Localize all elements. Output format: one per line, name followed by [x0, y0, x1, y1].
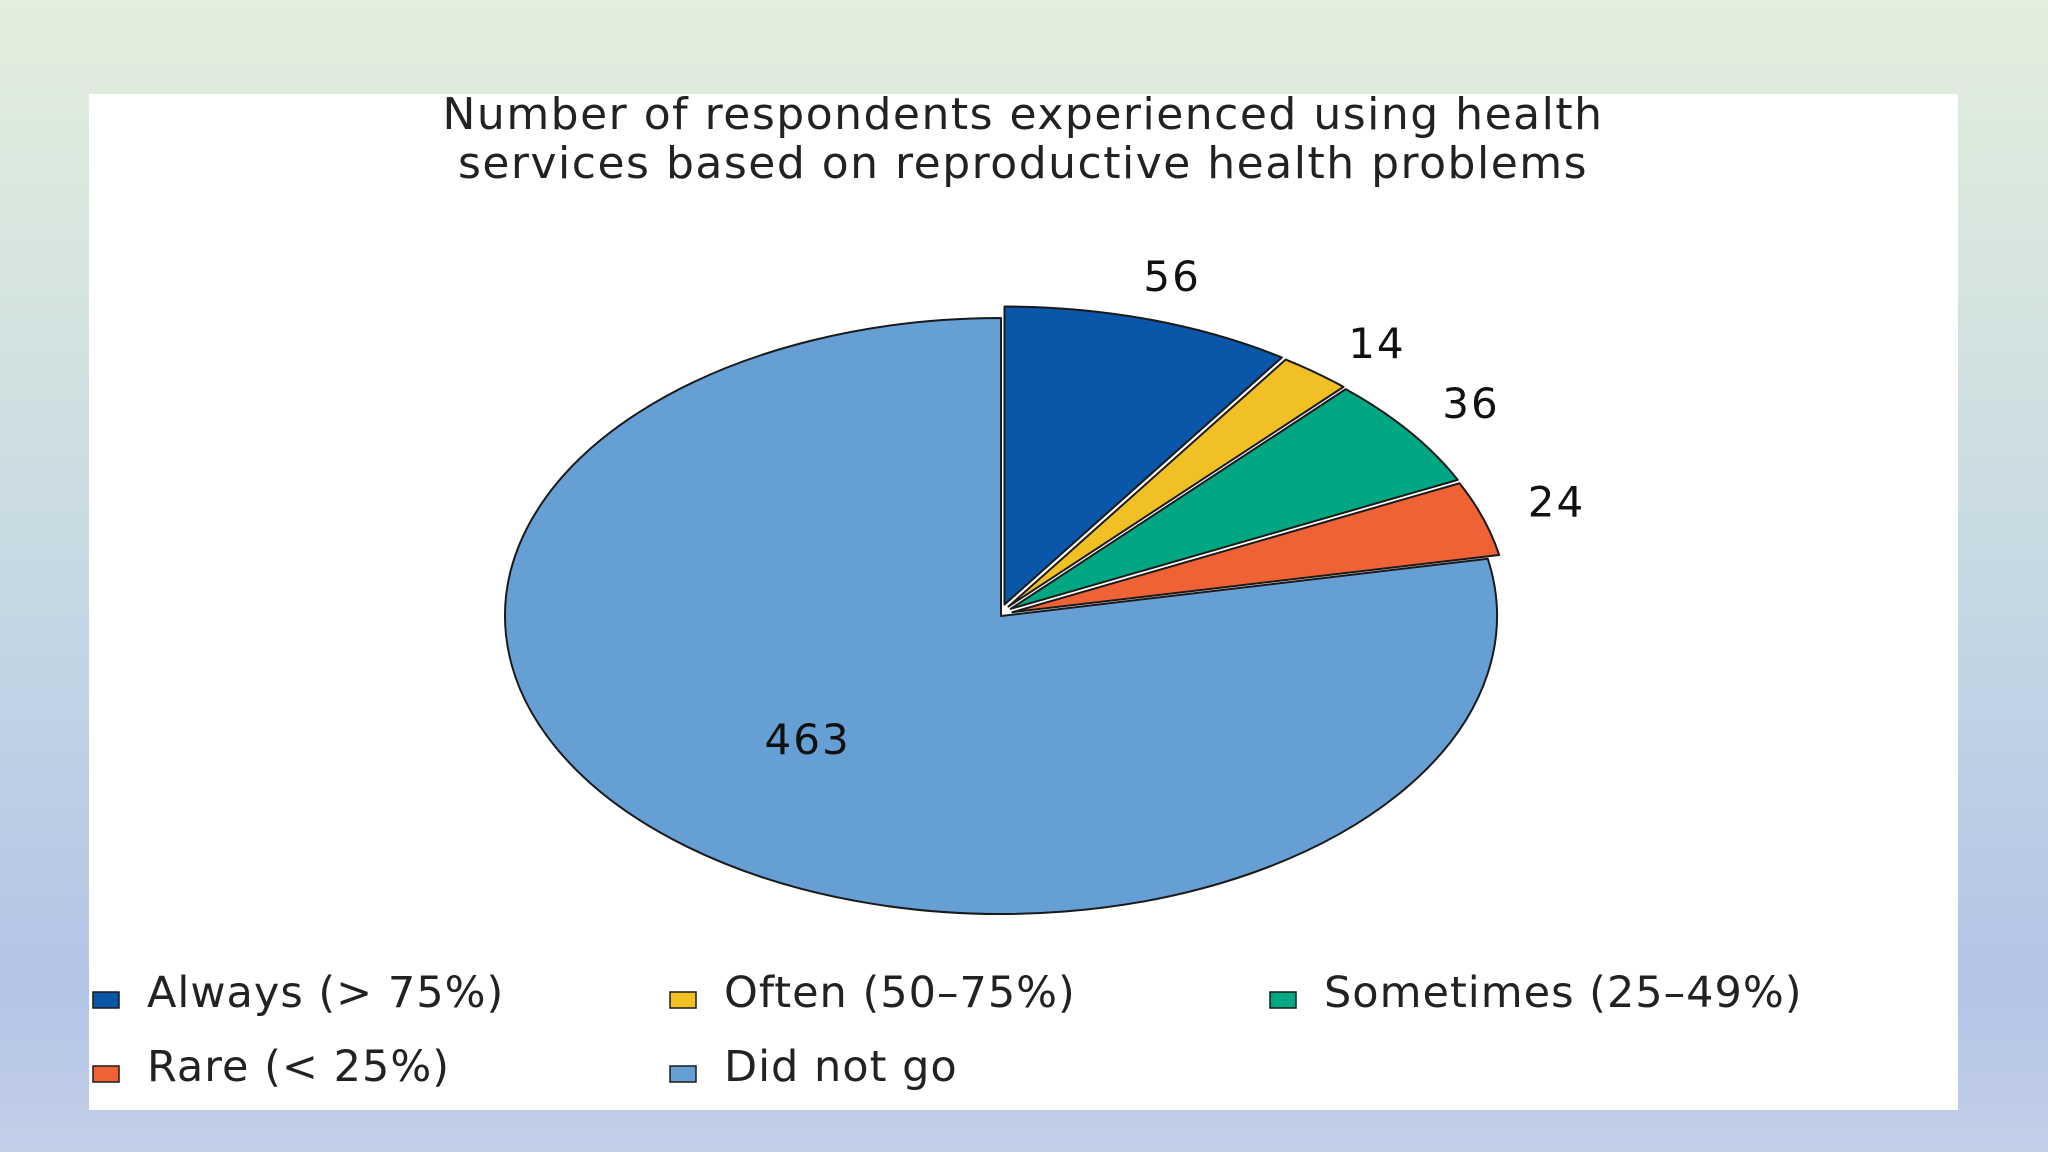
legend-swatch: [669, 1065, 697, 1083]
data-label-rare: 24: [1528, 478, 1585, 527]
legend-label: Sometimes (25–49%): [1324, 968, 1803, 1018]
chart-title-line-1: Number of respondents experienced using …: [443, 94, 1604, 140]
legend-label: Often (50–75%): [724, 968, 1076, 1018]
pie-slice-sometimes: [1009, 388, 1459, 610]
pie-slice-rare: [1011, 482, 1501, 614]
legend-swatch: [92, 1065, 120, 1083]
legend-item-rare: Rare (< 25%): [92, 1042, 450, 1092]
legend-swatch: [669, 991, 697, 1009]
chart-title: Number of respondents experienced using …: [443, 94, 1604, 189]
legend-item-often: Often (50–75%): [669, 968, 1076, 1018]
data-label-always: 56: [1143, 252, 1200, 301]
legend-swatch: [1269, 991, 1297, 1009]
data-labels: 56 14 36 24 463: [765, 252, 1585, 764]
legend: Always (> 75%) Often (50–75%) Sometimes (2…: [92, 968, 1803, 1092]
pie-slice-often: [1007, 358, 1345, 608]
legend-item-did-not-go: Did not go: [669, 1042, 958, 1092]
legend-item-always: Always (> 75%): [92, 968, 504, 1018]
chart-panel: Number of respondents experienced using …: [89, 94, 1958, 1110]
legend-swatch: [92, 991, 120, 1009]
data-label-often: 14: [1348, 319, 1405, 368]
legend-label: Rare (< 25%): [147, 1042, 450, 1092]
chart-title-line-2: services based on reproductive health pr…: [458, 138, 1588, 189]
data-label-did-not-go: 463: [765, 715, 851, 764]
legend-item-sometimes: Sometimes (25–49%): [1269, 968, 1803, 1018]
legend-label: Always (> 75%): [147, 968, 504, 1018]
legend-label: Did not go: [724, 1042, 958, 1092]
pie-slice-always: [1003, 305, 1283, 606]
data-label-sometimes: 36: [1442, 379, 1499, 428]
pie-slice-did-not-go: [504, 317, 1498, 915]
pie-chart: Number of respondents experienced using …: [92, 94, 1803, 1092]
pie-slices: [504, 305, 1501, 915]
